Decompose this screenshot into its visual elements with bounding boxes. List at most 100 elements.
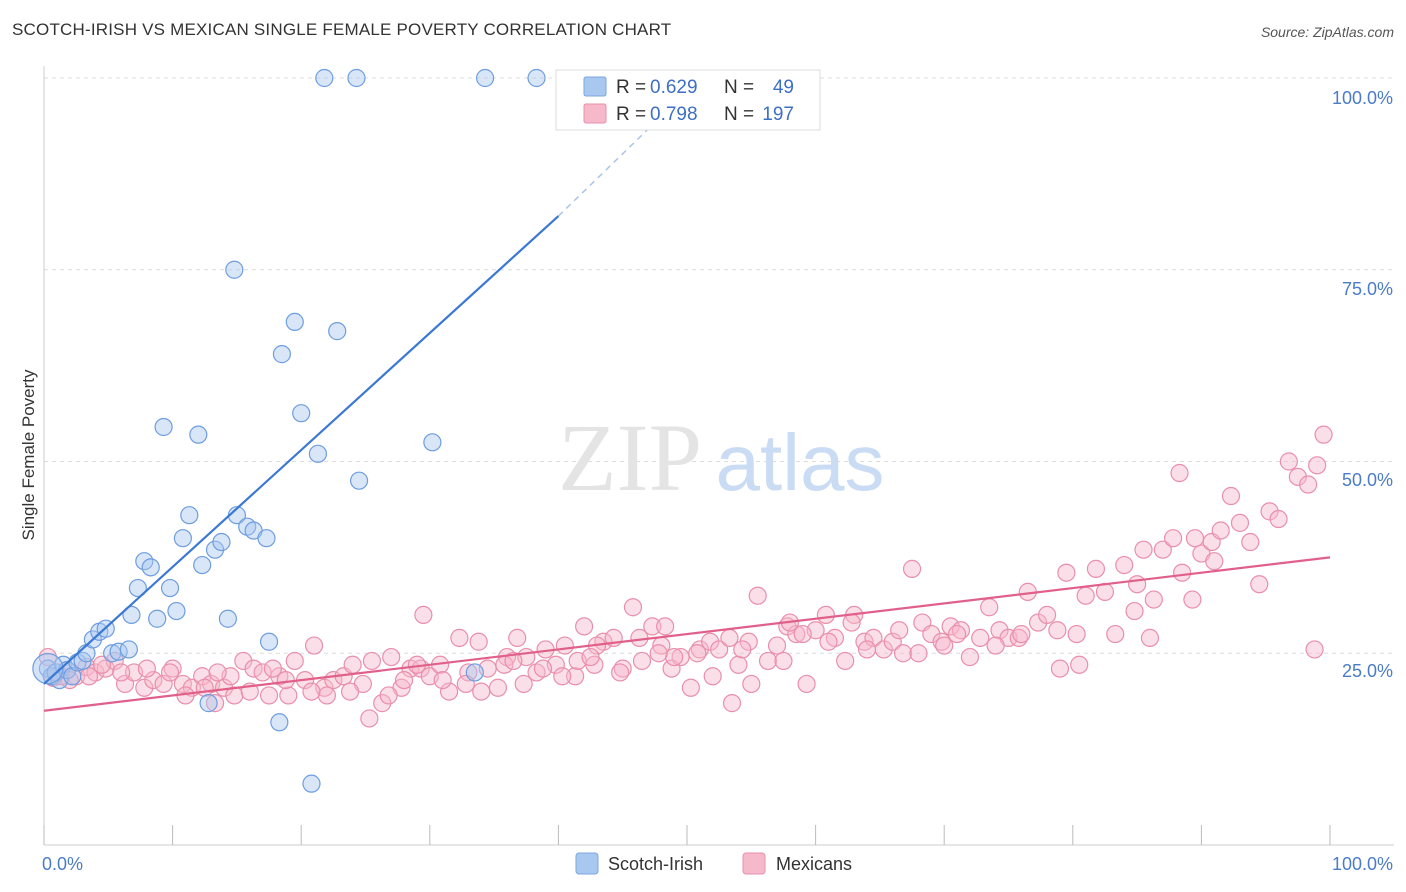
data-point-mexicans <box>630 628 649 648</box>
data-point-mexicans <box>514 674 533 694</box>
data-point-mexicans <box>504 651 523 671</box>
data-point-mexicans <box>611 663 630 682</box>
legend-n-label-1: N = <box>724 77 754 98</box>
data-point-mexicans <box>722 694 742 713</box>
data-point-mexicans <box>710 640 729 659</box>
data-point-mexicans <box>1221 486 1241 506</box>
data-point-scotch-irish <box>189 425 208 444</box>
data-point-mexicans <box>1241 532 1260 552</box>
data-point-scotch-irish <box>475 68 495 88</box>
data-point-mexicans <box>902 559 922 578</box>
data-point-mexicans <box>279 686 298 705</box>
data-point-scotch-irish <box>212 532 231 552</box>
data-point-mexicans <box>1048 621 1067 640</box>
data-point-mexicans <box>758 651 778 671</box>
data-point-scotch-irish <box>141 558 160 577</box>
data-point-mexicans <box>1173 563 1192 582</box>
data-point-mexicans <box>729 655 748 674</box>
data-point-mexicans <box>1070 655 1089 674</box>
data-point-scotch-irish <box>218 609 237 628</box>
data-point-mexicans <box>883 632 902 651</box>
data-point-mexicans <box>263 659 283 678</box>
data-point-mexicans <box>703 667 722 686</box>
y-tick-label-100: 100.0% <box>1332 88 1393 108</box>
data-point-scotch-irish <box>270 713 289 732</box>
data-point-mexicans <box>1250 575 1269 594</box>
data-point-mexicans <box>553 667 572 686</box>
data-point-mexicans <box>302 682 321 701</box>
data-point-scotch-irish <box>527 68 546 88</box>
data-point-scotch-irish <box>465 663 484 682</box>
watermark-atlas: atlas <box>716 418 885 507</box>
data-point-mexicans <box>1086 559 1106 578</box>
data-point-scotch-irish <box>272 345 292 364</box>
data-point-mexicans <box>1269 509 1288 529</box>
data-point-mexicans <box>1144 590 1163 609</box>
data-point-mexicans <box>382 647 401 667</box>
data-point-mexicans <box>1164 529 1183 548</box>
y-tick-label-75: 75.0% <box>1342 279 1393 299</box>
data-point-scotch-irish <box>148 609 167 628</box>
legend-r-value-1: 0.629 <box>650 77 698 98</box>
legend-n-value-1: 49 <box>773 77 794 98</box>
data-point-mexicans <box>285 651 304 671</box>
data-point-scotch-irish <box>122 605 141 625</box>
data-point-scotch-irish <box>315 68 334 88</box>
data-point-mexicans <box>112 663 131 682</box>
data-point-mexicans <box>774 651 793 671</box>
data-point-mexicans <box>459 663 478 682</box>
trend-line-extension-scotch-irish <box>557 115 662 217</box>
data-point-mexicans <box>317 686 337 705</box>
data-point-mexicans <box>819 632 838 651</box>
data-point-mexicans <box>205 694 225 713</box>
axes <box>43 66 1394 846</box>
data-point-mexicans <box>1170 463 1189 483</box>
bottom-legend-swatch-scotch-irish <box>575 852 599 875</box>
data-point-mexicans <box>414 605 433 625</box>
y-tick-label-25: 25.0% <box>1342 661 1393 681</box>
trend-line-mexicans <box>43 556 1331 712</box>
data-point-mexicans <box>469 632 488 651</box>
data-point-scotch-irish <box>292 404 311 423</box>
data-point-mexicans <box>733 640 752 659</box>
legend-box: R = 0.629 N = 49 R = 0.798 N = 197 <box>555 69 821 131</box>
data-point-mexicans <box>816 605 835 625</box>
legend-r-label-2: R = <box>616 104 646 125</box>
legend-n-value-2: 197 <box>762 104 794 125</box>
data-point-scotch-irish <box>259 632 279 651</box>
data-point-mexicans <box>1305 640 1324 659</box>
data-point-mexicans <box>1076 586 1095 605</box>
data-point-mexicans <box>160 663 180 682</box>
data-point-mexicans <box>922 624 941 644</box>
data-point-mexicans <box>1153 540 1172 559</box>
data-point-mexicans <box>1183 590 1202 609</box>
data-point-mexicans <box>259 686 279 705</box>
data-point-scotch-irish <box>199 694 218 713</box>
data-point-mexicans <box>681 678 700 697</box>
data-point-mexicans <box>1057 563 1076 582</box>
bottom-legend: Scotch-Irish Mexicans <box>575 852 852 875</box>
data-point-mexicans <box>986 636 1005 655</box>
x-tick-label-0: 0.0% <box>42 854 83 874</box>
watermark-zip: ZIP <box>558 404 702 511</box>
data-point-mexicans <box>864 628 883 648</box>
data-point-scotch-irish <box>193 555 212 575</box>
data-point-mexicans <box>92 655 111 674</box>
data-point-mexicans <box>508 628 527 648</box>
data-point-mexicans <box>1299 475 1318 494</box>
data-point-mexicans <box>767 636 787 655</box>
data-point-mexicans <box>1288 467 1307 486</box>
data-point-mexicans <box>488 678 508 697</box>
data-point-mexicans <box>472 682 491 701</box>
data-point-mexicans <box>947 624 967 644</box>
legend-swatch-mexicans <box>583 103 607 124</box>
data-point-mexicans <box>234 651 253 671</box>
data-point-scotch-irish <box>285 312 304 332</box>
data-point-mexicans <box>1314 425 1333 444</box>
data-point-mexicans <box>394 670 414 690</box>
data-point-scotch-irish <box>328 322 347 341</box>
data-point-mexicans <box>1211 521 1230 540</box>
data-point-mexicans <box>195 678 214 697</box>
data-point-mexicans <box>439 682 459 701</box>
